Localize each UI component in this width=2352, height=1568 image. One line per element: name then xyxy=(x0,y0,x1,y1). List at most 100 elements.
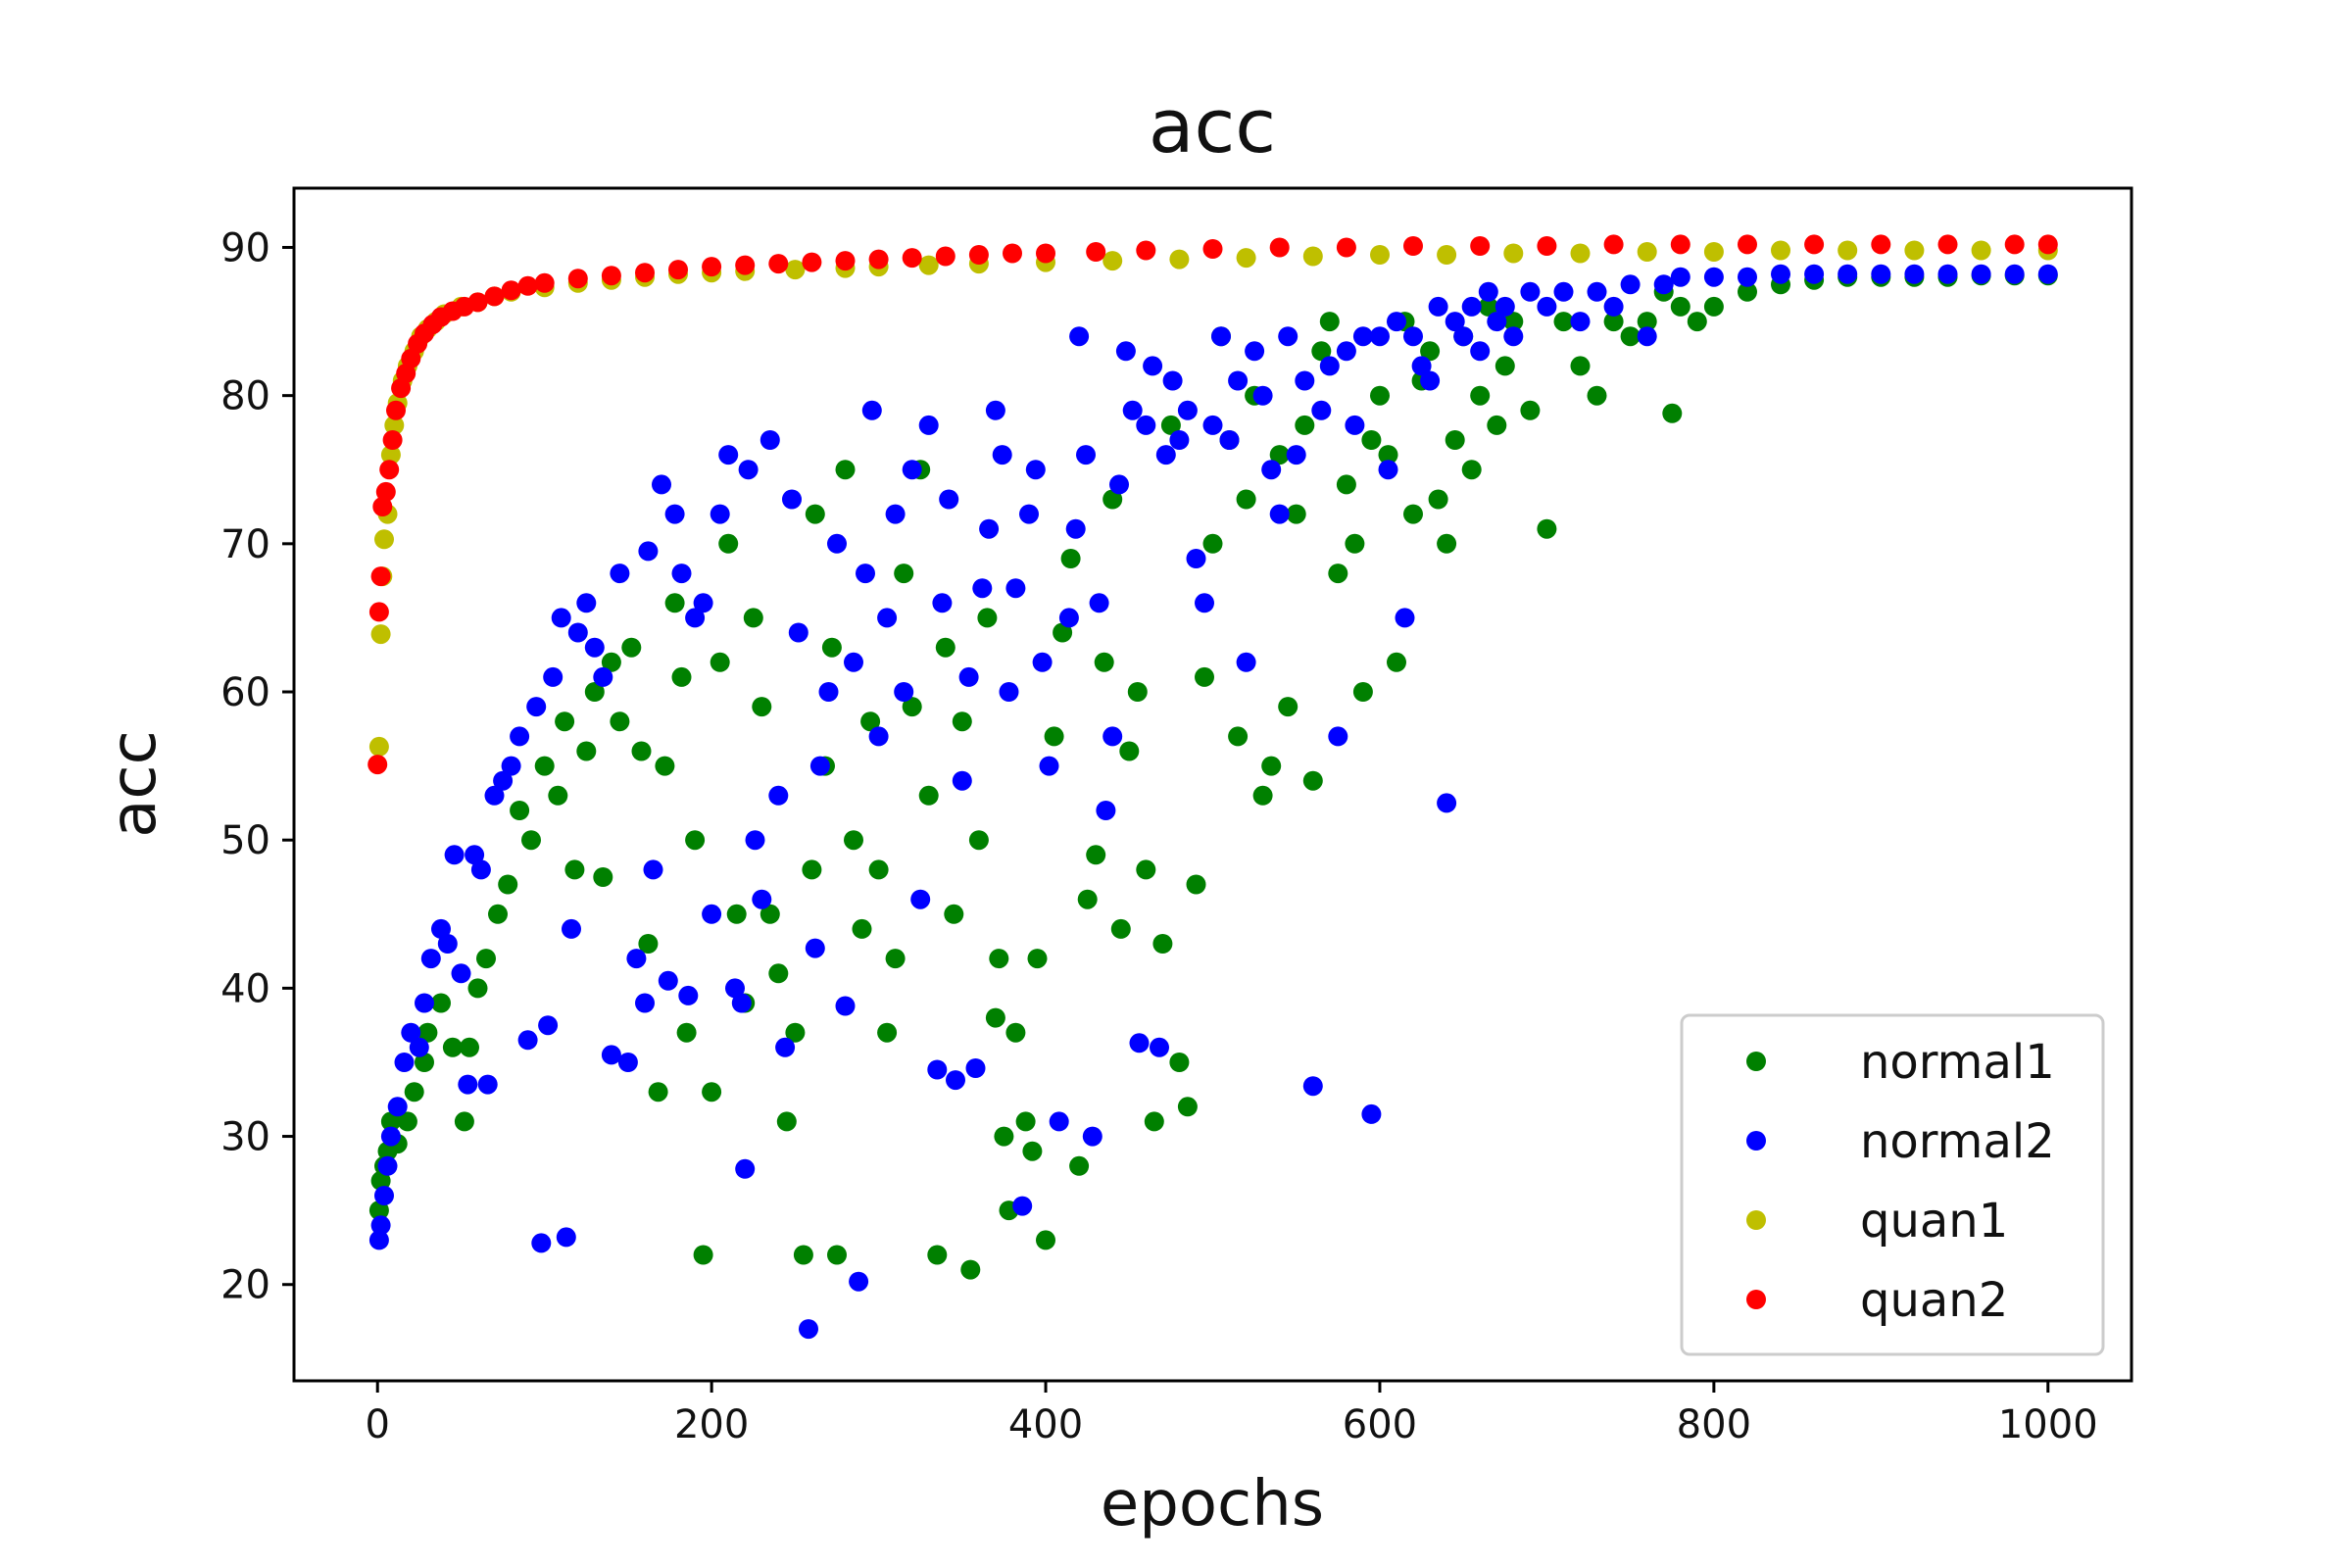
data-point-normal2 xyxy=(752,889,772,909)
data-point-normal2 xyxy=(768,785,789,806)
legend-marker-quan2 xyxy=(1746,1290,1766,1309)
data-point-normal1 xyxy=(960,1259,981,1280)
data-point-quan2 xyxy=(1269,237,1290,258)
data-point-normal1 xyxy=(1086,845,1106,865)
data-point-normal1 xyxy=(380,1111,401,1132)
data-point-normal1 xyxy=(498,874,518,895)
data-point-normal2 xyxy=(1155,445,1176,466)
data-point-normal1 xyxy=(521,830,541,851)
data-point-normal2 xyxy=(584,637,605,658)
data-point-normal1 xyxy=(1352,682,1373,702)
data-point-normal1 xyxy=(793,1245,813,1265)
data-point-normal2 xyxy=(1937,264,1958,284)
data-point-quan2 xyxy=(1537,236,1557,256)
data-point-quan2 xyxy=(484,286,505,307)
data-point-normal1 xyxy=(902,697,922,717)
x-tick-label: 800 xyxy=(1677,1402,1751,1447)
data-point-normal1 xyxy=(835,460,856,480)
data-point-normal1 xyxy=(768,963,789,984)
data-point-normal2 xyxy=(431,918,451,939)
data-point-normal1 xyxy=(1319,312,1340,332)
data-point-quan1 xyxy=(1503,243,1524,264)
data-point-normal1 xyxy=(1703,296,1724,317)
data-point-normal2 xyxy=(617,1053,638,1072)
data-point-normal2 xyxy=(556,1227,576,1248)
data-point-normal1 xyxy=(1236,489,1256,510)
data-point-normal2 xyxy=(1269,504,1290,524)
data-point-normal1 xyxy=(368,1200,389,1221)
data-point-quan2 xyxy=(501,280,521,301)
data-point-quan2 xyxy=(1403,236,1423,256)
data-point-normal1 xyxy=(1570,356,1591,376)
data-point-normal1 xyxy=(576,741,597,761)
legend-marker-normal2 xyxy=(1746,1131,1766,1151)
data-point-normal1 xyxy=(821,637,842,658)
data-point-normal1 xyxy=(985,1007,1005,1028)
data-point-normal1 xyxy=(1494,356,1515,376)
data-point-normal2 xyxy=(1461,296,1482,317)
data-point-normal2 xyxy=(635,993,655,1013)
data-point-normal1 xyxy=(1169,1053,1190,1072)
data-point-normal2 xyxy=(788,622,808,643)
legend-label-normal2: normal2 xyxy=(1860,1114,2055,1169)
data-point-quan1 xyxy=(380,445,401,466)
data-point-normal2 xyxy=(658,970,678,991)
data-point-normal1 xyxy=(1662,403,1683,423)
data-point-normal1 xyxy=(476,949,496,969)
data-point-normal1 xyxy=(488,904,508,924)
data-point-normal2 xyxy=(510,726,530,747)
data-point-normal1 xyxy=(593,867,613,887)
y-tick-label: 70 xyxy=(220,522,270,567)
data-point-normal2 xyxy=(374,1186,394,1205)
data-point-normal1 xyxy=(1503,312,1524,332)
data-point-quan2 xyxy=(1086,242,1106,262)
data-point-normal2 xyxy=(1653,274,1674,295)
data-point-quan2 xyxy=(375,481,396,502)
plot-frame xyxy=(292,186,2133,1383)
y-tick-label: 20 xyxy=(220,1263,270,1308)
data-point-normal1 xyxy=(676,1022,697,1043)
data-point-normal2 xyxy=(1395,608,1415,628)
data-point-normal1 xyxy=(1044,726,1064,747)
data-point-normal2 xyxy=(894,682,914,702)
data-point-normal2 xyxy=(992,445,1012,466)
data-point-normal2 xyxy=(1570,312,1591,332)
data-point-quan2 xyxy=(1136,240,1156,261)
data-point-normal1 xyxy=(431,993,451,1013)
data-point-normal2 xyxy=(1738,267,1757,287)
data-point-normal2 xyxy=(1311,400,1332,420)
data-point-quan2 xyxy=(382,430,403,450)
data-point-normal2 xyxy=(760,430,780,450)
chart-title: acc xyxy=(1149,82,1276,170)
data-point-normal1 xyxy=(548,785,568,806)
y-tick-label: 50 xyxy=(220,818,270,863)
data-point-quan1 xyxy=(1236,248,1256,269)
legend-label-quan2: quan2 xyxy=(1860,1273,2008,1328)
data-point-quan1 xyxy=(374,529,394,550)
data-point-normal1 xyxy=(685,830,706,851)
data-point-normal2 xyxy=(952,770,972,791)
y-tick-label: 90 xyxy=(220,225,270,270)
data-point-quan2 xyxy=(1603,234,1624,255)
data-point-normal2 xyxy=(1470,341,1491,362)
data-point-quan2 xyxy=(2037,234,2058,255)
data-point-normal1 xyxy=(726,904,747,924)
data-point-normal2 xyxy=(1838,264,1858,284)
data-point-quan2 xyxy=(1202,239,1223,259)
data-point-normal1 xyxy=(1160,415,1181,435)
data-point-normal2 xyxy=(484,785,505,806)
y-tick-label: 30 xyxy=(220,1115,270,1160)
data-point-normal1 xyxy=(1428,489,1448,510)
data-point-normal2 xyxy=(868,726,889,747)
data-point-normal1 xyxy=(1022,1141,1043,1161)
data-point-quan2 xyxy=(968,245,989,265)
data-point-normal1 xyxy=(1005,1022,1026,1043)
data-point-quan1 xyxy=(1570,243,1591,264)
data-point-normal2 xyxy=(465,845,485,865)
x-tick-label: 400 xyxy=(1008,1402,1083,1447)
data-point-normal1 xyxy=(1478,296,1498,317)
data-point-quan1 xyxy=(785,260,806,280)
data-point-normal2 xyxy=(1032,652,1053,672)
data-point-quan2 xyxy=(768,254,789,274)
data-point-normal1 xyxy=(664,593,685,613)
